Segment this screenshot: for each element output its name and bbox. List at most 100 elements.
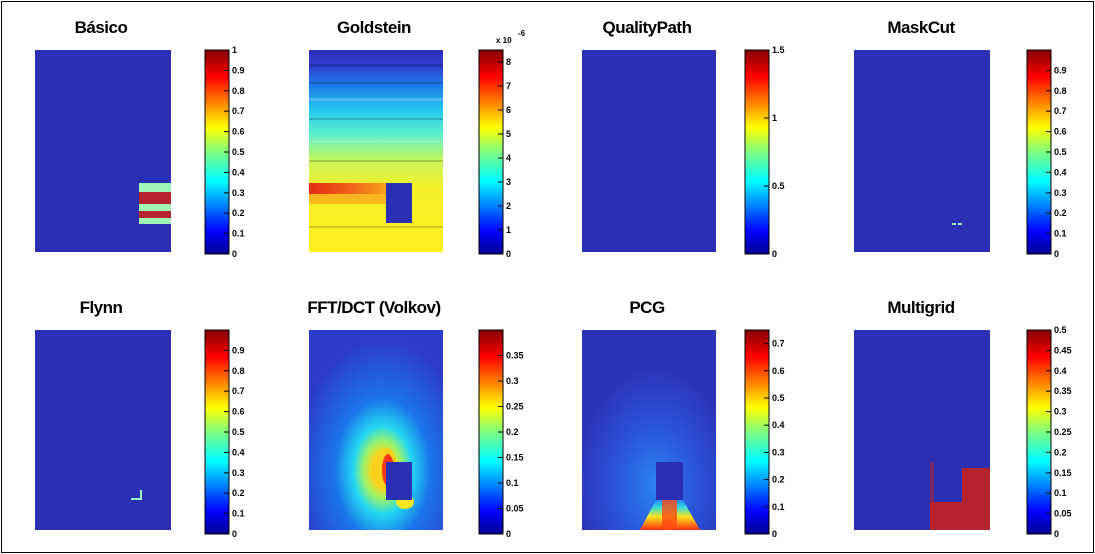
- band-light-top: [139, 183, 171, 192]
- panel-qualitypath: QualityPath 0 0.5 1 1.5: [582, 18, 785, 259]
- colorbar-tick-label: 0.2: [772, 475, 785, 485]
- colorbar-tick-label: 0.4: [1054, 167, 1067, 177]
- colorbar-ticks: 0 0.1 0.2 0.3 0.4 0.5 0.6 0.7 0.8 0.9 1: [224, 45, 245, 259]
- panel-goldstein: Goldstein x 10 -6 0 1 2 3 4 5 6 7 8: [309, 18, 526, 259]
- colorbar-tick-label: 0: [1054, 249, 1059, 259]
- colorbar-tick-label: 0.8: [1054, 86, 1067, 96]
- colorbar: 0 0.1 0.2 0.3 0.4 0.5 0.6 0.7 0.8 0.9: [1026, 49, 1067, 259]
- colorbar-tick-label: 0.3: [506, 376, 519, 386]
- colorbar: 0 0.1 0.2 0.3 0.4 0.5 0.6 0.7 0.8 0.9: [204, 329, 245, 539]
- colorbar-scale-exponent: -6: [518, 29, 526, 38]
- panel-title: PCG: [629, 298, 665, 317]
- colorbar-tick-label: 0.4: [1054, 366, 1067, 376]
- colorbar-tick-label: 0.1: [506, 478, 519, 488]
- colorbar-tick-label: 0.1: [232, 509, 245, 519]
- colorbar-tick-label: 0.6: [1054, 127, 1067, 137]
- colorbar-tick-label: 0.8: [232, 86, 245, 96]
- colorbar-tick-label: 3: [506, 177, 511, 187]
- panel-pcg: PCG 0 0.1 0.2 0.3 0.4 0.5 0.6 0.7: [582, 298, 785, 539]
- colorbar-tick-label: 0: [1054, 529, 1059, 539]
- colorbar-tick-label: 0.1: [232, 229, 245, 239]
- colorbar-tick-label: 0.3: [232, 468, 245, 478]
- colorbar-ticks: 0 0.5 1 1.5: [764, 45, 785, 259]
- colorbar-tick-label: 0.25: [506, 402, 524, 412]
- colorbar: 0 0.05 0.1 0.15 0.2 0.25 0.3 0.35: [478, 329, 524, 539]
- colorbar-tick-label: 0.4: [772, 420, 785, 430]
- colorbar-tick-label: 0.15: [1054, 468, 1072, 478]
- colorbar-tick-label: 0.6: [232, 127, 245, 137]
- panel-title: Básico: [75, 18, 128, 37]
- heatmap-field: [582, 50, 716, 252]
- panel-title: QualityPath: [603, 18, 692, 37]
- panel-flynn: Flynn 0 0.1 0.2 0.3 0.4 0.5 0.6 0.7 0.8 0.9: [35, 298, 245, 539]
- colorbar-tick-label: 0.7: [772, 339, 785, 349]
- colorbar-ticks: 0 1 2 3 4 5 6 7 8: [498, 57, 511, 259]
- colorbar-tick-label: 0.5: [772, 393, 785, 403]
- colorbar-tick-label: 0.9: [232, 65, 245, 75]
- colorbar-ticks: 0 0.1 0.2 0.3 0.4 0.5 0.6 0.7 0.8 0.9: [1046, 65, 1067, 259]
- colorbar-tick-label: 0.2: [232, 488, 245, 498]
- colorbar-tick-label: 0.7: [1054, 106, 1067, 116]
- colorbar-tick-label: 0.7: [232, 386, 245, 396]
- colorbar-tick-label: 0.1: [1054, 229, 1067, 239]
- panel-multigrid: Multigrid 00.050.10.150.20.250.30.350.40…: [854, 298, 1072, 539]
- mask-edge: [930, 462, 934, 502]
- panel-title: Goldstein: [337, 18, 411, 37]
- colorbar-tick-label: 0.6: [772, 366, 785, 376]
- colorbar-tick-label: 1: [772, 113, 777, 123]
- panel-maskcut: MaskCut 0 0.1 0.2 0.3 0.4 0.5 0.6 0.7 0.8 0.9: [854, 18, 1067, 259]
- colorbar-tick-label: 4: [506, 153, 511, 163]
- band-light-mid: [139, 204, 171, 211]
- colorbar-ticks: 0 0.05 0.1 0.15 0.2 0.25 0.3 0.35: [498, 351, 524, 539]
- heatmap-field: [309, 330, 443, 530]
- panel-fft-dct: FFT/DCT (Volkov) 00.050.10.150.20.250.30…: [307, 298, 523, 539]
- plume-core: [662, 500, 677, 530]
- colorbar-scale: [744, 329, 770, 535]
- l-mark: [131, 498, 142, 500]
- colorbar-tick-label: 0: [506, 249, 511, 259]
- colorbar-tick-label: 7: [506, 81, 511, 91]
- colorbar-tick-label: 0.25: [1054, 427, 1072, 437]
- colorbar-tick-label: 0.8: [232, 366, 245, 376]
- colorbar-tick-label: 0.1: [772, 502, 785, 512]
- colorbar: 0 0.05 0.1 0.15 0.2 0.25 0.3 0.35 0.4 0.45 0.5: [1026, 325, 1072, 539]
- colorbar-ticks: 0 0.1 0.2 0.3 0.4 0.5 0.6 0.7: [764, 339, 785, 539]
- colorbar: 0 0.1 0.2 0.3 0.4 0.5 0.6 0.7 0.8 0.9 1: [204, 45, 245, 259]
- mask-region: [934, 462, 962, 502]
- colorbar-tick-label: 0.6: [232, 407, 245, 417]
- colorbar-ticks: 0 0.1 0.2 0.3 0.4 0.5 0.6 0.7 0.8 0.9: [224, 345, 245, 539]
- dot-mark: [952, 223, 956, 225]
- colorbar-tick-label: 0.05: [506, 504, 524, 514]
- colorbar-tick-label: 0.45: [1054, 345, 1072, 355]
- colorbar-tick-label: 0.5: [232, 427, 245, 437]
- colorbar-tick-label: 0.2: [232, 208, 245, 218]
- heatmap-field: [35, 330, 171, 530]
- colorbar-tick-label: 0.9: [232, 345, 245, 355]
- colorbar-tick-label: 0.2: [1054, 208, 1067, 218]
- band-red: [139, 192, 171, 204]
- colorbar-tick-label: 0.5: [772, 181, 785, 191]
- panel-title: Multigrid: [887, 298, 954, 317]
- colorbar-tick-label: 0.3: [232, 188, 245, 198]
- band-red-2: [139, 211, 171, 218]
- colorbar-tick-label: 0.3: [1054, 188, 1067, 198]
- colorbar-tick-label: 0.5: [1054, 325, 1067, 335]
- colorbar-tick-label: 0.2: [506, 427, 519, 437]
- colorbar-tick-label: 1: [232, 45, 237, 55]
- colorbar: 0 0.1 0.2 0.3 0.4 0.5 0.6 0.7: [744, 329, 785, 539]
- band-light-bottom: [139, 218, 171, 224]
- colorbar-tick-label: 0.5: [1054, 147, 1067, 157]
- colorbar-tick-label: 0.2: [1054, 447, 1067, 457]
- colorbar-scale-label: x 10: [496, 36, 512, 45]
- mask-region: [656, 462, 683, 500]
- colorbar-tick-label: 6: [506, 105, 511, 115]
- colorbar-tick-label: 0.7: [232, 106, 245, 116]
- colorbar-tick-label: 0.4: [232, 167, 245, 177]
- colorbar-tick-label: 8: [506, 57, 511, 67]
- panel-basico: Básico 0 0.1 0.2 0.3 0.4 0.5 0.6 0.7 0.8 0.9 1: [35, 18, 245, 259]
- colorbar-tick-label: 0.5: [232, 147, 245, 157]
- colorbar-tick-label: 0.4: [232, 447, 245, 457]
- colorbar-tick-label: 0: [506, 529, 511, 539]
- heatmap-field: [309, 50, 443, 252]
